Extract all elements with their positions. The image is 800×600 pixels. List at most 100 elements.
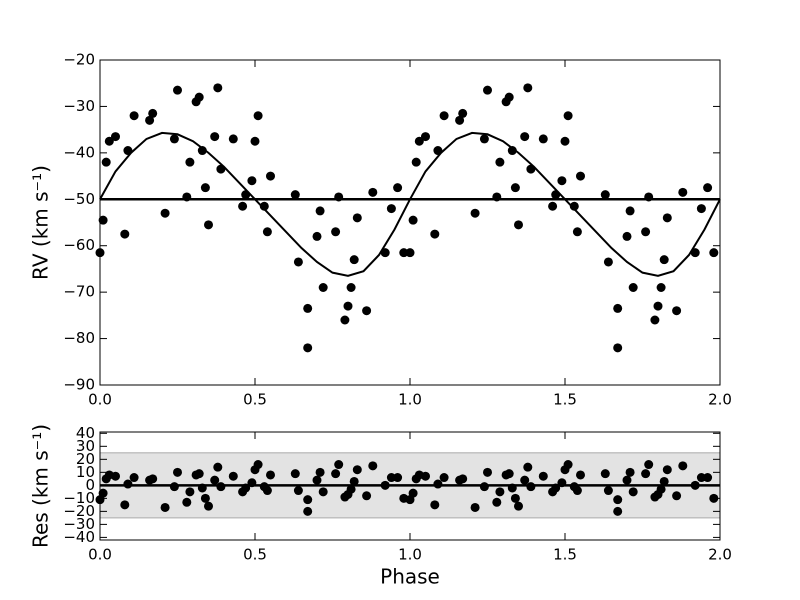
- data-point: [98, 215, 108, 225]
- data-point: [200, 493, 210, 503]
- data-point: [672, 306, 682, 316]
- data-point: [479, 482, 489, 492]
- data-point: [380, 480, 390, 490]
- data-point: [129, 473, 139, 483]
- data-point: [293, 257, 303, 267]
- data-point: [182, 497, 192, 507]
- data-point: [247, 478, 257, 488]
- x-tick-label: 1.0: [398, 391, 422, 409]
- x-axis-label: Phase: [380, 565, 440, 589]
- data-point: [678, 187, 688, 197]
- data-point: [334, 192, 344, 202]
- data-point: [148, 108, 158, 118]
- data-point: [600, 469, 610, 479]
- y-tick-label: −50: [63, 190, 95, 208]
- y-tick-label: −20: [63, 51, 95, 69]
- data-point: [560, 136, 570, 146]
- data-point: [430, 229, 440, 239]
- data-point: [204, 220, 213, 230]
- y-axis-label: Res (km s⁻¹): [29, 424, 53, 548]
- data-point: [145, 115, 155, 125]
- y-axis-label: RV (km s⁻¹): [29, 165, 53, 280]
- data-point: [386, 473, 396, 483]
- y-tick-label: −30: [63, 515, 95, 533]
- data-point: [352, 465, 362, 475]
- data-point: [439, 111, 449, 121]
- y-tick-label: −80: [63, 329, 95, 347]
- data-point: [148, 474, 158, 484]
- data-point: [194, 92, 204, 102]
- data-point: [563, 111, 573, 121]
- data-point: [520, 475, 530, 485]
- data-point: [352, 213, 362, 223]
- data-point: [600, 190, 610, 200]
- data-point: [576, 470, 585, 480]
- data-point: [293, 486, 303, 496]
- data-point: [572, 486, 582, 496]
- y-tick-label: −90: [63, 376, 95, 394]
- data-point: [504, 469, 514, 479]
- data-point: [185, 157, 195, 167]
- data-point: [253, 111, 263, 121]
- data-point: [411, 157, 421, 167]
- data-point: [303, 495, 313, 505]
- data-point: [504, 92, 514, 102]
- data-point: [548, 201, 558, 211]
- data-point: [266, 171, 275, 181]
- data-point: [111, 132, 120, 142]
- data-point: [678, 461, 688, 471]
- data-point: [650, 315, 660, 325]
- x-tick-label: 1.5: [553, 391, 577, 409]
- data-point: [303, 343, 313, 353]
- data-point: [315, 206, 325, 216]
- data-point: [393, 473, 403, 483]
- data-point: [625, 206, 635, 216]
- data-point: [507, 146, 517, 156]
- data-point: [641, 469, 651, 479]
- data-point: [238, 201, 248, 211]
- data-point: [414, 136, 424, 146]
- data-point: [408, 215, 418, 225]
- data-point: [625, 467, 635, 477]
- data-point: [343, 301, 353, 311]
- data-point: [120, 500, 130, 510]
- data-point: [160, 208, 170, 218]
- data-point: [247, 176, 257, 186]
- data-point: [703, 183, 713, 193]
- data-point: [613, 303, 623, 313]
- data-point: [303, 303, 313, 313]
- data-point: [123, 146, 133, 156]
- data-point: [439, 473, 449, 483]
- data-point: [368, 461, 378, 471]
- data-point: [672, 491, 682, 501]
- data-point: [216, 482, 226, 492]
- data-point: [569, 201, 579, 211]
- data-point: [659, 476, 669, 486]
- data-point: [458, 474, 468, 484]
- data-point: [266, 470, 275, 480]
- data-point: [455, 115, 465, 125]
- data-point: [656, 283, 666, 292]
- data-point: [510, 183, 520, 193]
- data-point: [169, 134, 179, 144]
- data-point: [194, 469, 204, 479]
- data-point: [290, 190, 300, 200]
- data-point: [479, 134, 489, 144]
- data-point: [483, 467, 492, 477]
- data-point: [213, 83, 223, 93]
- data-point: [368, 187, 378, 197]
- data-point: [173, 467, 182, 477]
- data-point: [331, 227, 341, 237]
- data-point: [514, 220, 523, 230]
- data-point: [160, 502, 170, 512]
- data-point: [210, 475, 220, 485]
- data-point: [576, 171, 585, 181]
- data-point: [696, 204, 706, 214]
- data-point: [197, 146, 207, 156]
- data-point: [334, 460, 344, 470]
- data-point: [662, 213, 672, 223]
- data-point: [204, 501, 213, 511]
- data-point: [622, 231, 632, 241]
- data-point: [557, 176, 567, 186]
- data-point: [492, 192, 502, 202]
